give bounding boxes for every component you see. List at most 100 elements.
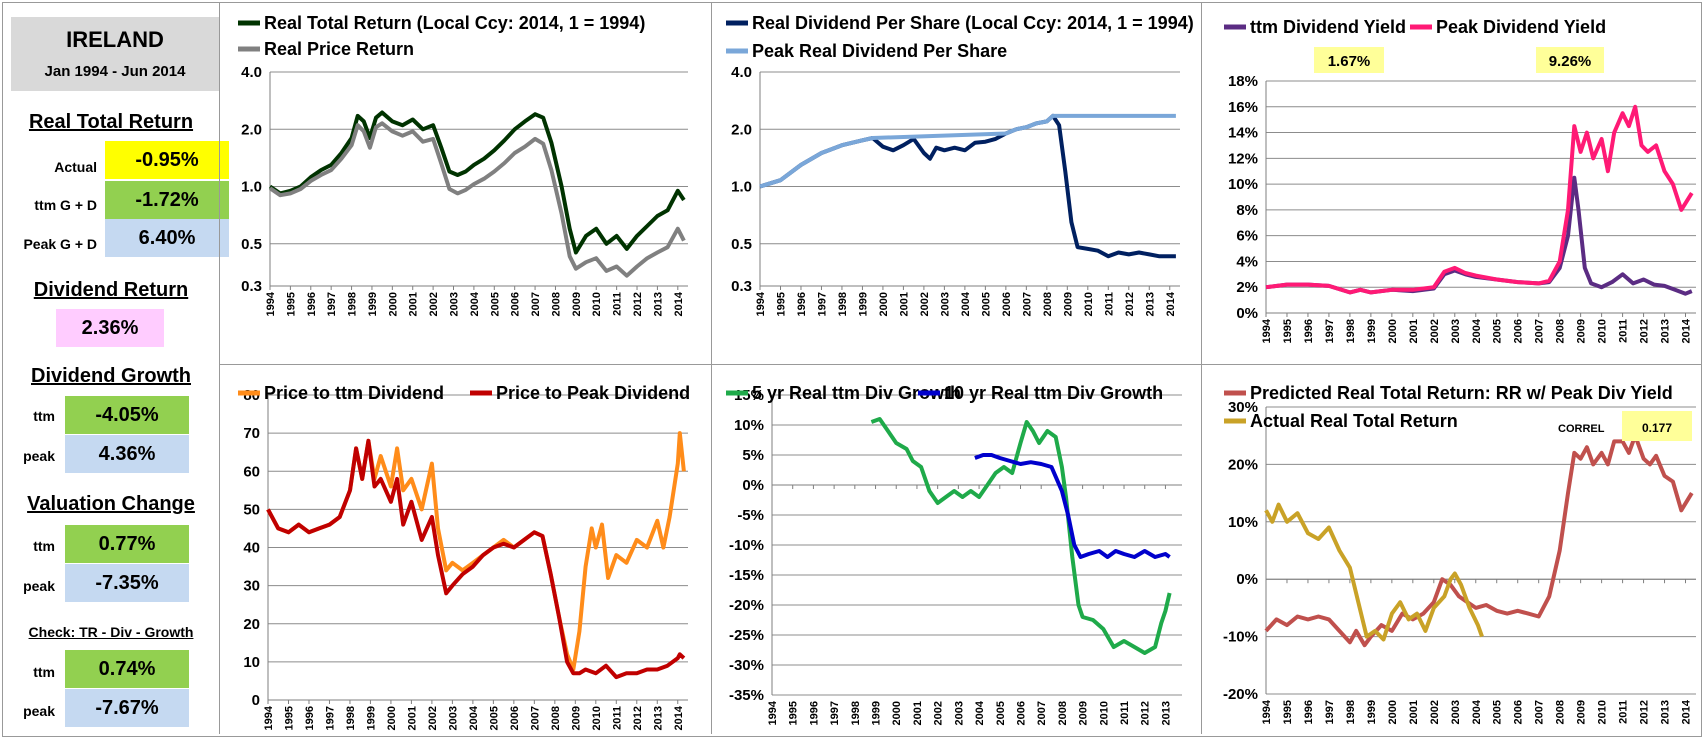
x-tick-label: 1995 <box>283 706 295 730</box>
x-tick-label: 2013 <box>652 706 664 730</box>
y-tick-label: 70 <box>243 425 260 442</box>
x-tick-label: 1998 <box>837 292 849 316</box>
dividend-growth-heading: Dividend Growth <box>31 365 191 387</box>
x-tick-label: 1998 <box>347 292 359 316</box>
x-tick-label: 2007 <box>529 706 541 730</box>
divider <box>219 3 220 734</box>
peak-gd-label: Peak G + D <box>23 236 97 252</box>
x-tick-label: 2000 <box>1387 700 1399 724</box>
x-tick-label: 2013 <box>1660 319 1672 343</box>
y-tick-label: 30% <box>1228 399 1258 416</box>
x-tick-label: 2008 <box>1042 292 1054 316</box>
y-tick-label: 0% <box>1236 305 1258 322</box>
check-ttm-label: ttm <box>33 664 55 680</box>
x-tick-label: 2012 <box>632 292 644 316</box>
dividend-return-heading: Dividend Return <box>33 279 189 301</box>
country-name: IRELAND <box>66 27 164 52</box>
x-tick-label: 2010 <box>1098 701 1110 725</box>
yield-badge <box>1536 47 1604 73</box>
x-tick-label: 2005 <box>489 292 501 316</box>
x-tick-label: 2009 <box>1576 319 1588 343</box>
correl-label: CORREL <box>1558 423 1605 435</box>
ttm-gd-value: -1.72% <box>105 181 229 219</box>
legend-label: Price to Peak Dividend <box>496 383 690 403</box>
x-tick-label: 2004 <box>469 291 481 316</box>
x-tick-label: 2011 <box>1618 700 1630 724</box>
x-tick-label: 1999 <box>1366 319 1378 343</box>
x-tick-label: 1999 <box>871 701 883 725</box>
legend-label: Predicted Real Total Return: RR w/ Peak … <box>1250 383 1673 403</box>
series-line <box>974 453 1171 559</box>
x-tick-label: 1994 <box>1261 699 1273 724</box>
y-tick-label: 50 <box>243 501 260 518</box>
x-tick-label: 2000 <box>386 706 398 730</box>
x-tick-label: 1998 <box>1345 319 1357 343</box>
actual-label: Actual <box>54 159 97 175</box>
x-tick-label: 2012 <box>1140 701 1152 725</box>
x-tick-label: 1997 <box>1324 700 1336 724</box>
y-tick-label: 10% <box>1228 176 1258 193</box>
x-tick-label: 2013 <box>652 292 664 316</box>
x-tick-label: 2003 <box>447 706 459 730</box>
y-tick-label: -15% <box>729 567 764 584</box>
x-tick-label: 1999 <box>367 292 379 316</box>
y-tick-label: 0.3 <box>731 278 752 295</box>
x-tick-label: 2004 <box>468 705 480 730</box>
series-line <box>759 113 1176 189</box>
series-line <box>1264 502 1484 642</box>
x-tick-label: 1998 <box>345 706 357 730</box>
vc-ttm-label: ttm <box>33 538 55 554</box>
x-tick-label: 2008 <box>1555 319 1567 343</box>
x-tick-label: 2001 <box>1408 700 1420 724</box>
vc-peak-value: -7.35% <box>65 564 189 602</box>
x-tick-label: 2014 <box>673 291 685 316</box>
y-tick-label: 0.3 <box>241 278 262 295</box>
legend-label: 10 yr Real ttm Div Growth <box>944 383 1163 403</box>
y-tick-label: 20% <box>1228 456 1258 473</box>
y-tick-label: 12% <box>1228 150 1258 167</box>
series-line <box>759 113 1176 259</box>
series-line <box>1264 433 1694 648</box>
legend-label: Peak Dividend Yield <box>1436 17 1606 37</box>
series-line <box>1265 104 1694 295</box>
check-ttm-value: 0.74% <box>65 650 189 688</box>
x-tick-label: 2009 <box>1576 700 1588 724</box>
series-line <box>268 121 686 278</box>
real-total-return-heading: Real Total Return <box>28 111 194 133</box>
x-tick-label: 2014 <box>1681 699 1693 724</box>
x-tick-label: 2012 <box>632 706 644 730</box>
x-tick-label: 2005 <box>995 701 1007 725</box>
x-tick-label: 2005 <box>488 706 500 730</box>
x-tick-label: 2010 <box>1597 700 1609 724</box>
legend-label: Real Total Return (Local Ccy: 2014, 1 = … <box>264 13 645 33</box>
summary-panel: IRELAND Jan 1994 - Jun 2014 Real Total R… <box>3 3 229 734</box>
legend-label: Price to ttm Dividend <box>264 383 444 403</box>
x-tick-label: 2009 <box>1078 701 1090 725</box>
x-tick-label: 1997 <box>816 292 828 316</box>
x-tick-label: 2000 <box>878 292 890 316</box>
x-tick-label: 2005 <box>1492 319 1504 343</box>
x-tick-label: 1995 <box>1282 700 1294 724</box>
x-tick-label: 2004 <box>960 291 972 316</box>
peak-gd-value: 6.40% <box>105 219 229 257</box>
y-tick-label: 6% <box>1236 228 1258 245</box>
y-tick-label: 4.0 <box>241 64 262 81</box>
x-tick-label: 2004 <box>1471 699 1483 724</box>
x-tick-label: 2014 <box>673 705 685 730</box>
x-tick-label: 2010 <box>1597 319 1609 343</box>
x-tick-label: 2000 <box>891 701 903 725</box>
x-tick-label: 2009 <box>570 706 582 730</box>
x-tick-label: 2006 <box>1513 700 1525 724</box>
x-tick-label: 2011 <box>1618 319 1630 343</box>
x-tick-label: 2007 <box>530 292 542 316</box>
x-tick-label: 1994 <box>755 291 767 316</box>
divider <box>1201 3 1202 734</box>
series-line <box>268 110 686 255</box>
x-tick-label: 1996 <box>796 292 808 316</box>
y-tick-label: -30% <box>729 657 764 674</box>
divider <box>711 3 712 734</box>
dg-ttm-value: -4.05% <box>65 396 189 434</box>
